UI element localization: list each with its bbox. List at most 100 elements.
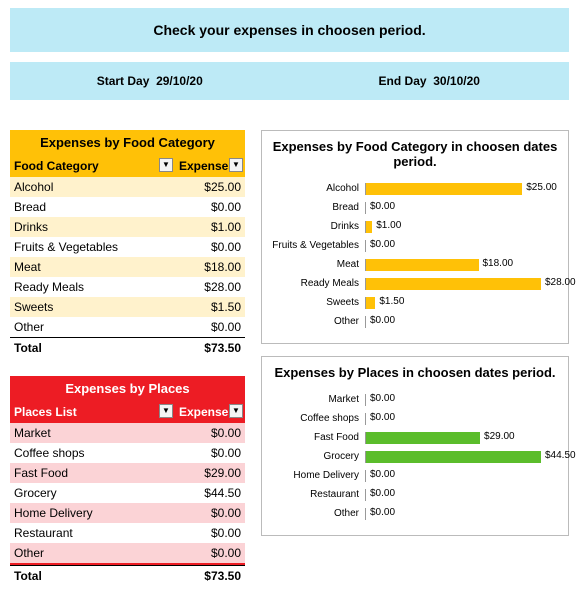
chart-bar-value: $0.00	[370, 393, 395, 404]
table-row: Restaurant$0.00	[10, 523, 245, 543]
chart-row: Other $0.00	[270, 504, 560, 523]
chart-row-label: Fruits & Vegetables	[270, 240, 365, 251]
chart-bar	[366, 183, 522, 195]
table-row: Drinks$1.00	[10, 217, 245, 237]
food-row-amount: $0.00	[175, 317, 245, 338]
table-row: Market$0.00	[10, 423, 245, 443]
chart-bar	[366, 259, 479, 271]
chart-row: Drinks $1.00	[270, 217, 560, 236]
table-row: Home Delivery$0.00	[10, 503, 245, 523]
start-day: Start Day 29/10/20	[10, 74, 290, 88]
chart-row-label: Other	[270, 508, 365, 519]
chart-bar-track: $28.00	[365, 278, 560, 290]
chart-bar-value: $0.00	[370, 412, 395, 423]
chart-row: Meat $18.00	[270, 255, 560, 274]
date-range-bar: Start Day 29/10/20 End Day 30/10/20	[10, 62, 569, 100]
chart-bar-track: $0.00	[365, 489, 560, 501]
places-total-label: Total	[10, 566, 175, 587]
chart-bar-value: $25.00	[526, 182, 557, 193]
start-day-label: Start Day	[97, 74, 150, 88]
chart-row-label: Ready Meals	[270, 278, 365, 289]
food-table: Food Category ▼ Expenses ▼ Alcohol$25.00…	[10, 155, 245, 358]
food-row-label: Alcohol	[10, 177, 175, 197]
places-row-label: Home Delivery	[10, 503, 175, 523]
chart-row-label: Alcohol	[270, 183, 365, 194]
chart-bar-value: $0.00	[370, 315, 395, 326]
places-row-label: Market	[10, 423, 175, 443]
places-row-label: Grocery	[10, 483, 175, 503]
chart-row-label: Meat	[270, 259, 365, 270]
chart-bar-track: $25.00	[365, 183, 560, 195]
food-row-label: Sweets	[10, 297, 175, 317]
chart-bar-value: $1.00	[376, 220, 401, 231]
chart-row: Fruits & Vegetables$0.00	[270, 236, 560, 255]
food-table-col-category: Food Category ▼	[10, 155, 175, 177]
chart-bar-track: $0.00	[365, 316, 560, 328]
food-table-col-expenses: Expenses ▼	[175, 155, 245, 177]
filter-dropdown-icon[interactable]: ▼	[229, 158, 243, 172]
food-row-amount: $0.00	[175, 197, 245, 217]
filter-dropdown-icon[interactable]: ▼	[159, 158, 173, 172]
filter-dropdown-icon[interactable]: ▼	[229, 404, 243, 418]
places-table-col-list: Places List ▼	[10, 401, 175, 423]
chart-bar-value: $28.00	[545, 277, 576, 288]
chart-bar-track: $29.00	[365, 432, 560, 444]
places-table: Places List ▼ Expenses ▼ Market$0.00Coff…	[10, 401, 245, 586]
chart-bar-value: $29.00	[484, 431, 515, 442]
chart-row: Bread $0.00	[270, 198, 560, 217]
places-table-title: Expenses by Places	[10, 376, 245, 401]
places-row-amount: $0.00	[175, 423, 245, 443]
chart-row-label: Coffee shops	[270, 413, 365, 424]
chart-bar-value: $0.00	[370, 507, 395, 518]
food-row-label: Fruits & Vegetables	[10, 237, 175, 257]
places-row-label: Fast Food	[10, 463, 175, 483]
food-row-amount: $0.00	[175, 237, 245, 257]
places-chart: Expenses by Places in choosen dates peri…	[261, 356, 569, 536]
food-row-amount: $1.50	[175, 297, 245, 317]
chart-bar	[366, 297, 375, 309]
chart-bar	[366, 451, 541, 463]
places-chart-title: Expenses by Places in choosen dates peri…	[270, 365, 560, 380]
chart-row-label: Bread	[270, 202, 365, 213]
table-row: Fruits & Vegetables$0.00	[10, 237, 245, 257]
chart-row-label: Fast Food	[270, 432, 365, 443]
food-chart-title: Expenses by Food Category in choosen dat…	[270, 139, 560, 169]
chart-row: Restaurant $0.00	[270, 485, 560, 504]
chart-row: Fast Food $29.00	[270, 428, 560, 447]
chart-row-label: Market	[270, 394, 365, 405]
food-row-label: Ready Meals	[10, 277, 175, 297]
places-row-amount: $0.00	[175, 523, 245, 543]
chart-bar-track: $18.00	[365, 259, 560, 271]
table-row: Sweets$1.50	[10, 297, 245, 317]
start-day-value: 29/10/20	[156, 74, 203, 88]
food-total-amount: $73.50	[175, 338, 245, 359]
chart-bar-value: $0.00	[370, 488, 395, 499]
chart-bar	[366, 432, 480, 444]
food-row-label: Bread	[10, 197, 175, 217]
places-row-amount: $0.00	[175, 543, 245, 564]
chart-row-label: Restaurant	[270, 489, 365, 500]
chart-row: Other$0.00	[270, 312, 560, 331]
places-table-section: Expenses by Places Places List ▼ Expense…	[10, 376, 245, 586]
chart-bar-track: $44.50	[365, 451, 560, 463]
filter-dropdown-icon[interactable]: ▼	[159, 404, 173, 418]
chart-row-label: Drinks	[270, 221, 365, 232]
food-row-label: Other	[10, 317, 175, 338]
chart-bar-value: $0.00	[370, 201, 395, 212]
table-row: Bread$0.00	[10, 197, 245, 217]
table-row: Other$0.00	[10, 317, 245, 338]
chart-bar-value: $0.00	[370, 469, 395, 480]
food-category-table-section: Expenses by Food Category Food Category …	[10, 130, 245, 358]
chart-bar-track: $1.00	[365, 221, 560, 233]
chart-row-label: Grocery	[270, 451, 365, 462]
table-row: Alcohol$25.00	[10, 177, 245, 197]
table-row: Other$0.00	[10, 543, 245, 564]
chart-bar-value: $44.50	[545, 450, 576, 461]
end-day-label: End Day	[379, 74, 427, 88]
chart-bar-value: $18.00	[483, 258, 514, 269]
food-row-label: Drinks	[10, 217, 175, 237]
chart-bar	[366, 221, 372, 233]
food-chart: Expenses by Food Category in choosen dat…	[261, 130, 569, 344]
chart-row: Ready Meals$28.00	[270, 274, 560, 293]
chart-bar-track: $0.00	[365, 470, 560, 482]
